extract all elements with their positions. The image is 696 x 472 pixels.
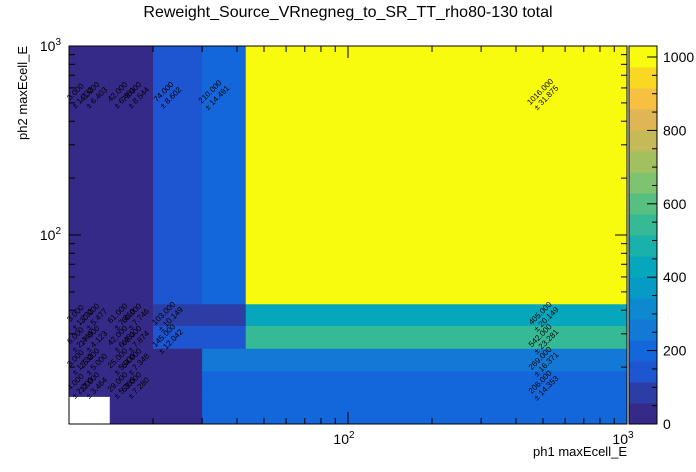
colorbar-band — [629, 193, 657, 215]
colorbar-tick-label: 1000 — [663, 49, 694, 65]
heatmap-cell — [69, 304, 111, 327]
heatmap-cells — [69, 46, 628, 425]
x-axis-label: ph1 maxEcell_E — [533, 444, 627, 459]
heatmap-cell — [109, 371, 154, 397]
heatmap-cell — [245, 396, 628, 425]
colorbar-border — [628, 45, 658, 425]
colorbar-band — [629, 256, 657, 278]
colorbar-tick-label: 600 — [663, 196, 687, 212]
y-axis-label: ph2 maxEcell_E — [15, 46, 30, 140]
heatmap-cell — [245, 371, 628, 397]
colorbar: 0 200 400 600 800 1000 — [628, 45, 694, 432]
colorbar-band — [629, 172, 657, 194]
heatmap-cell — [109, 304, 154, 327]
heatmap-cell — [152, 348, 203, 372]
heatmap-cell — [152, 304, 203, 327]
heatmap-cell — [245, 46, 628, 305]
chart-title: Reweight_Source_VRnegneg_to_SR_TT_rho80-… — [143, 4, 553, 21]
colorbar-tick-label: 800 — [663, 122, 687, 138]
x-tick-label: 102 — [333, 430, 355, 447]
axes: 102 103 102 103 — [40, 37, 634, 447]
heatmap-cell — [69, 326, 111, 350]
colorbar-band — [629, 151, 657, 173]
colorbar-band — [629, 277, 657, 299]
heatmap-cell — [202, 348, 247, 372]
heatmap-cell — [202, 396, 247, 425]
heatmap-cell — [152, 46, 203, 305]
heatmap-cell — [152, 326, 203, 350]
colorbar-band — [629, 319, 657, 341]
colorbar-band — [629, 382, 657, 404]
heatmap-cell — [69, 371, 111, 397]
heatmap-cell — [245, 348, 628, 372]
heatmap-cell — [202, 304, 247, 327]
colorbar-band — [629, 88, 657, 110]
heatmap-cell — [109, 348, 154, 372]
colorbar-tick-label: 0 — [663, 416, 671, 432]
x-tick-label: 103 — [612, 430, 634, 447]
heatmap-cell — [152, 371, 203, 397]
colorbar-tick-label: 200 — [663, 343, 687, 359]
heatmap-cell — [245, 304, 628, 327]
colorbar-tick-label: 400 — [663, 269, 687, 285]
colorbar-band — [629, 130, 657, 152]
colorbar-band — [629, 298, 657, 320]
colorbar-band — [629, 46, 657, 68]
colorbar-band — [629, 214, 657, 236]
heatmap-cell — [202, 326, 247, 350]
colorbar-band — [629, 235, 657, 257]
heatmap-cell — [109, 396, 154, 425]
heatmap-cell — [202, 371, 247, 397]
colorbar-band — [629, 67, 657, 89]
heatmap-cell — [152, 396, 203, 425]
heatmap-cell — [245, 326, 628, 350]
heatmap-cell — [109, 46, 154, 305]
heatmap-cell — [109, 326, 154, 350]
colorbar-band — [629, 403, 657, 425]
colorbar-band — [629, 361, 657, 383]
heatmap-cell — [202, 46, 247, 305]
heatmap-cell — [69, 348, 111, 372]
y-tick-label: 102 — [40, 226, 62, 243]
y-tick-label: 103 — [40, 37, 62, 54]
colorbar-band — [629, 340, 657, 362]
colorbar-band — [629, 109, 657, 131]
heatmap-cell — [69, 46, 111, 305]
